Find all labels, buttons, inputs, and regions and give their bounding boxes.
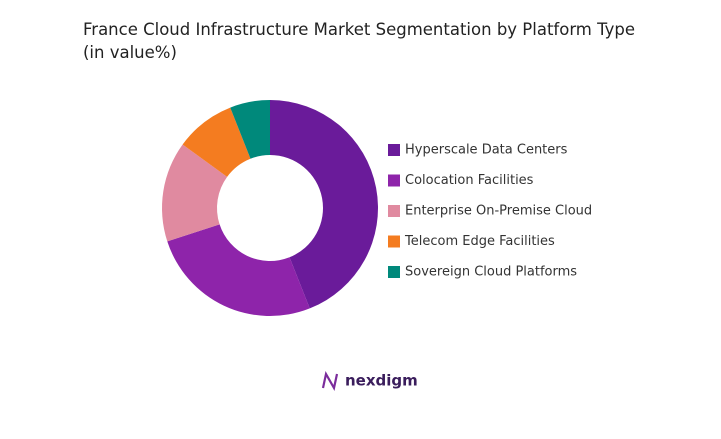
legend-swatch bbox=[388, 266, 400, 278]
slice bbox=[161, 144, 228, 242]
logo: nexdigm bbox=[321, 370, 418, 392]
slice bbox=[270, 100, 379, 309]
legend-label: Sovereign Cloud Platforms bbox=[405, 265, 577, 280]
legend-swatch bbox=[388, 144, 400, 156]
legend-label: Colocation Facilities bbox=[405, 173, 534, 188]
slice bbox=[182, 107, 251, 177]
legend-label: Enterprise On-Premise Cloud bbox=[405, 204, 592, 219]
chart-title: France Cloud Infrastructure Market Segme… bbox=[83, 20, 636, 62]
legend-swatch bbox=[388, 235, 400, 248]
slice bbox=[230, 100, 270, 159]
brand-name: nexdigm bbox=[345, 372, 418, 390]
logo-icon bbox=[321, 370, 339, 392]
legend-swatch bbox=[388, 174, 400, 187]
legend-label: Hyperscale Data Centers bbox=[405, 143, 568, 158]
slice bbox=[167, 224, 310, 316]
legend-label: Telecom Edge Facilities bbox=[404, 234, 555, 249]
legend-swatch bbox=[388, 205, 400, 217]
